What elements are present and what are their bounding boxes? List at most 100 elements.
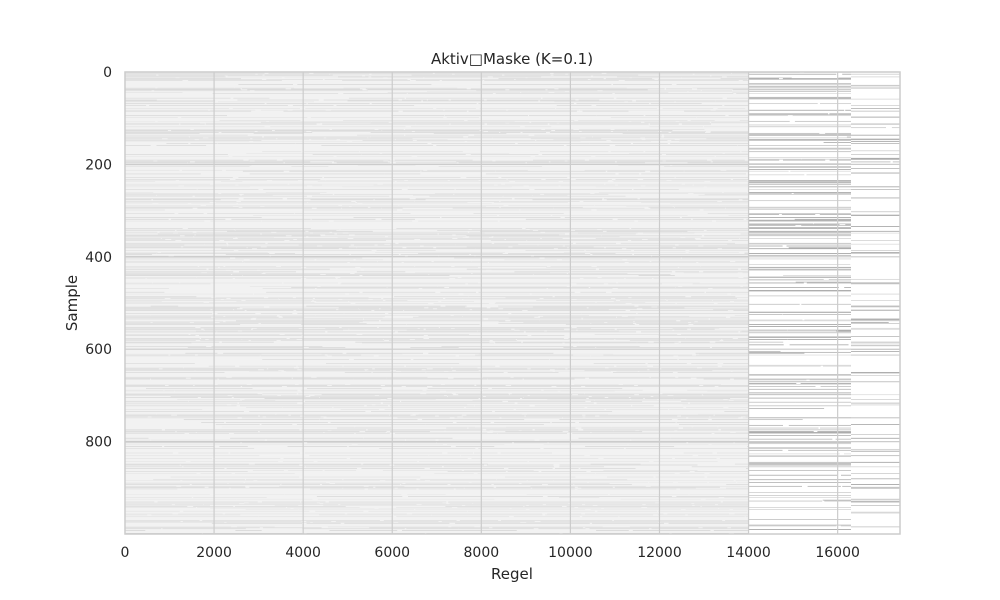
heatmap-cell-row	[548, 442, 687, 444]
heatmap-cell-row	[383, 520, 457, 521]
heatmap-cell-row	[125, 122, 200, 124]
heatmap-cell-row	[302, 339, 383, 340]
heatmap-cell-row	[746, 282, 749, 284]
heatmap-cell-row	[187, 347, 303, 348]
heatmap-cell-row	[125, 77, 176, 79]
heatmap-cell-row	[388, 160, 493, 162]
heatmap-cell-row	[577, 329, 611, 331]
heatmap-cell-row	[249, 486, 374, 488]
heatmap-cell-row	[453, 377, 586, 379]
heatmap-cell-row	[545, 231, 683, 233]
heatmap-cell-row	[246, 153, 380, 154]
heatmap-cell-row	[400, 254, 470, 255]
heatmap-cell-row	[322, 123, 416, 125]
heatmap-cell-row	[235, 257, 363, 259]
heatmap-cell-row	[664, 136, 749, 138]
heatmap-cell-row	[331, 109, 443, 111]
heatmap-cell-row	[362, 291, 436, 293]
heatmap-cell-row	[239, 365, 297, 367]
heatmap-cell-row	[125, 123, 180, 125]
heatmap-cell-row	[528, 505, 593, 506]
heatmap-cell-row	[125, 130, 168, 131]
heatmap-cell-row	[704, 126, 749, 128]
heatmap-cell-row	[576, 327, 690, 328]
heatmap-cell-row	[701, 90, 732, 92]
x-tick-label: 14000	[726, 545, 771, 561]
heatmap-cell-row	[498, 323, 591, 324]
heatmap-cell-row	[577, 488, 677, 490]
heatmap-cell-row	[316, 301, 349, 302]
heatmap-cell-row	[371, 103, 477, 105]
heatmap-cell-row	[629, 521, 749, 522]
heatmap-cell-row	[125, 129, 191, 130]
heatmap-cell-row	[734, 513, 749, 515]
heatmap-cell-row	[467, 283, 571, 285]
heatmap-cell-row	[353, 378, 488, 380]
heatmap-cell-row	[851, 253, 900, 254]
heatmap-cell-row	[748, 213, 851, 214]
heatmap-cell-row	[676, 422, 749, 423]
heatmap-cell-row	[125, 218, 169, 220]
heatmap-cell-row	[374, 368, 427, 370]
heatmap-cell-row	[851, 394, 900, 396]
heatmap-cell-row	[125, 317, 253, 319]
heatmap-cell-row	[371, 76, 488, 78]
heatmap-cell-row	[313, 232, 343, 234]
heatmap-cell-row	[365, 75, 494, 77]
heatmap-cell-row	[602, 90, 701, 92]
heatmap-cell-row	[547, 513, 582, 515]
heatmap-cell-row	[670, 203, 749, 204]
heatmap-cell-row	[748, 509, 851, 510]
heatmap-cell-row	[195, 370, 279, 372]
heatmap-cell-row	[125, 231, 158, 233]
heatmap-cell-row	[612, 180, 667, 181]
heatmap-cell-row	[643, 179, 731, 180]
heatmap-cell-row	[170, 298, 227, 299]
heatmap-cell-row	[782, 78, 851, 80]
heatmap-cell-row	[406, 324, 480, 325]
heatmap-cell-row	[541, 471, 587, 472]
heatmap-cell-row	[125, 105, 147, 106]
heatmap-cell-row	[481, 282, 617, 284]
heatmap-cell-row	[734, 463, 749, 465]
heatmap-cell-row	[237, 203, 358, 204]
heatmap-cell-row	[851, 189, 900, 190]
heatmap-cell-row	[253, 132, 303, 134]
heatmap-cell-row	[125, 259, 244, 261]
heatmap-cell-row	[748, 151, 851, 153]
heatmap-cell-row	[125, 411, 244, 412]
heatmap-cell-row	[733, 179, 749, 180]
heatmap-cell-row	[717, 108, 746, 109]
heatmap-cell-row	[197, 354, 325, 356]
heatmap-cell-row	[477, 330, 545, 332]
heatmap-cell-row	[472, 261, 605, 263]
heatmap-cell-row	[603, 198, 638, 200]
heatmap-cell-row	[682, 404, 749, 406]
heatmap-cell-row	[202, 520, 285, 521]
heatmap-cell-row	[307, 103, 370, 105]
heatmap-cell-row	[289, 338, 424, 339]
heatmap-cell-row	[851, 318, 900, 320]
heatmap-cell-row	[675, 271, 699, 273]
heatmap-cell-row	[748, 89, 851, 91]
heatmap-cell-row	[125, 402, 238, 404]
heatmap-cell-row	[706, 230, 749, 231]
heatmap-cell-row	[748, 268, 851, 270]
heatmap-cell-row	[455, 522, 590, 524]
heatmap-cell-row	[748, 269, 851, 271]
heatmap-cell-row	[851, 172, 900, 174]
heatmap-cell-row	[193, 322, 215, 323]
heatmap-cell-row	[684, 170, 749, 172]
heatmap-cell-row	[549, 132, 669, 133]
heatmap-cell-row	[564, 342, 637, 344]
heatmap-cell-row	[318, 327, 340, 328]
heatmap-cell-row	[303, 476, 421, 478]
heatmap-cell-row	[851, 305, 900, 307]
heatmap-cell-row	[245, 509, 299, 510]
heatmap-cell-row	[601, 235, 702, 237]
heatmap-cell-row	[748, 113, 829, 115]
heatmap-cell-row	[391, 115, 445, 117]
heatmap-cell-row	[349, 293, 459, 295]
heatmap-cell-row	[707, 476, 749, 478]
heatmap-cell-row	[495, 160, 565, 162]
